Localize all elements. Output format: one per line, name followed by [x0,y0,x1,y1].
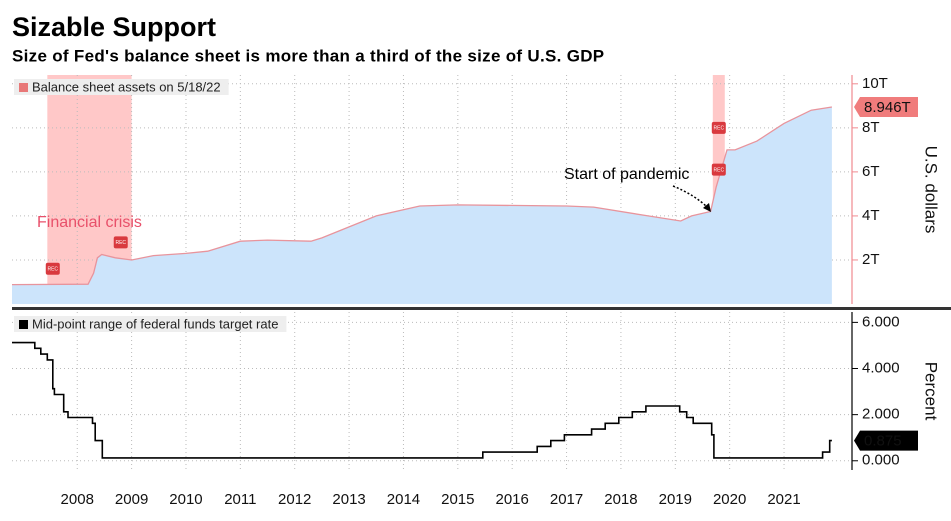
rec-marker [113,236,128,249]
x-tick-label: 2010 [169,491,202,508]
x-tick-label: 2019 [659,491,692,508]
y-tick-label: 6.000 [862,313,900,330]
y-tick-label: 8T [862,119,880,136]
y-axis-label: U.S. dollars [922,146,941,234]
x-tick-label: 2011 [224,491,256,508]
chart-title: Sizable Support [12,12,216,42]
legend-box [14,316,287,332]
x-tick-label: 2009 [115,491,148,508]
last-value-tag [854,97,918,118]
last-value-tag [854,430,918,451]
rec-marker [711,121,726,134]
annotation-arrowhead [703,203,711,212]
chart-subtitle: Size of Fed's balance sheet is more than… [12,46,604,65]
rec-marker-label: REC [47,267,58,273]
y-tick-label: 4.000 [862,359,900,376]
x-tick-label: 2018 [604,491,637,508]
x-tick-label: 2013 [332,491,365,508]
legend-label: Mid-point range of federal funds target … [32,316,278,331]
x-tick-label: 2008 [61,491,94,508]
legend-label: Balance sheet assets on 5/18/22 [32,79,221,94]
y-tick-label: 2.000 [862,406,900,423]
rec-marker-label: REC [115,240,126,246]
y-tick-label: 0.000 [862,452,900,469]
line [12,341,832,459]
last-value-label: 0.875 [864,433,902,450]
y-tick-label: 10T [862,75,888,92]
x-tick-label: 2017 [550,491,583,508]
area-line [11,106,832,286]
y-tick-label: 6T [862,163,880,180]
annotation: Start of pandemic [564,166,689,183]
area-fill [12,107,832,304]
rec-marker-label: REC [714,168,725,174]
x-tick-label: 2020 [713,491,746,508]
x-tick-label: 2012 [278,491,311,508]
rec-marker [711,163,726,176]
x-tick-label: 2014 [387,491,420,508]
legend-swatch [19,83,28,92]
annotation: Financial crisis [37,214,142,231]
x-tick-label: 2021 [767,491,800,508]
rec-marker [45,262,60,275]
x-tick-label: 2016 [496,491,529,508]
rec-marker-label: REC [714,126,725,132]
legend-box [14,79,229,95]
annotation-arrow [672,185,709,209]
y-tick-label: 2T [862,251,880,268]
panel-divider [12,307,951,310]
x-tick-label: 2015 [441,491,474,508]
y-tick-label: 4T [862,207,880,224]
legend-swatch [19,320,28,329]
last-value-label: 8.946T [864,99,911,116]
y-axis-label: Percent [922,362,941,421]
